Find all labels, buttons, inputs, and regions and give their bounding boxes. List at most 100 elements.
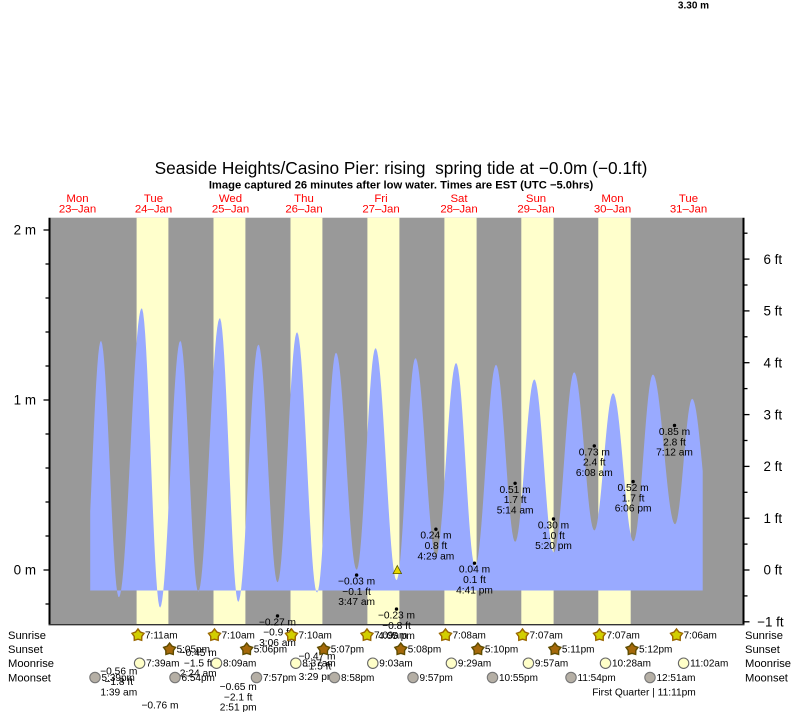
svg-text:7:57pm: 7:57pm: [263, 673, 296, 684]
svg-text:29–Jan: 29–Jan: [517, 203, 554, 215]
svg-text:−0.9 ft: −0.9 ft: [263, 628, 292, 639]
svg-text:3:29 pm: 3:29 pm: [299, 672, 336, 683]
svg-text:3.30 m: 3.30 m: [678, 1, 709, 12]
svg-text:7:09am: 7:09am: [374, 631, 407, 642]
svg-text:7:07am: 7:07am: [530, 631, 563, 642]
svg-text:5:12pm: 5:12pm: [639, 645, 672, 656]
svg-text:4:05 pm: 4:05 pm: [378, 631, 415, 642]
svg-text:2:24 am: 2:24 am: [180, 669, 217, 680]
svg-text:−0.23 m: −0.23 m: [378, 611, 415, 622]
svg-text:Wed: Wed: [219, 193, 242, 205]
svg-text:First Quarter | 11:11pm: First Quarter | 11:11pm: [592, 688, 696, 699]
svg-text:23–Jan: 23–Jan: [59, 203, 96, 215]
svg-text:10:55pm: 10:55pm: [499, 673, 538, 684]
svg-text:1 ft: 1 ft: [764, 511, 783, 526]
svg-text:4:29 am: 4:29 am: [417, 551, 454, 562]
svg-text:5:14 am: 5:14 am: [497, 505, 534, 516]
svg-text:6:06 pm: 6:06 pm: [615, 504, 652, 515]
svg-text:26–Jan: 26–Jan: [285, 203, 322, 215]
svg-text:−0.56 m: −0.56 m: [100, 667, 137, 678]
svg-text:Image captured 26 minutes afte: Image captured 26 minutes after low wate…: [209, 179, 594, 191]
svg-text:8:58pm: 8:58pm: [341, 673, 374, 684]
svg-text:0.8 ft: 0.8 ft: [425, 541, 448, 552]
svg-text:5:39pm: 5:39pm: [102, 673, 135, 684]
svg-text:8:09am: 8:09am: [223, 659, 256, 670]
svg-text:4 ft: 4 ft: [764, 355, 783, 370]
svg-text:Mon: Mon: [66, 193, 88, 205]
svg-text:30–Jan: 30–Jan: [594, 203, 631, 215]
svg-text:0.04 m: 0.04 m: [459, 565, 490, 576]
svg-text:31–Jan: 31–Jan: [670, 203, 707, 215]
svg-text:7:06am: 7:06am: [684, 631, 717, 642]
svg-text:7:08am: 7:08am: [453, 631, 486, 642]
svg-text:11:54pm: 11:54pm: [578, 673, 616, 684]
svg-text:Sunrise: Sunrise: [745, 630, 783, 642]
svg-text:2 ft: 2 ft: [764, 459, 783, 474]
svg-text:0.85 m: 0.85 m: [659, 427, 690, 438]
svg-text:2.4 ft: 2.4 ft: [583, 458, 606, 469]
svg-text:28–Jan: 28–Jan: [440, 203, 477, 215]
svg-text:Moonset: Moonset: [8, 672, 52, 684]
svg-text:2.8 ft: 2.8 ft: [663, 437, 686, 448]
svg-text:3 ft: 3 ft: [764, 407, 783, 422]
svg-text:2:51 pm: 2:51 pm: [220, 703, 257, 712]
svg-text:Tue: Tue: [144, 193, 163, 205]
svg-text:−0.27 m: −0.27 m: [259, 617, 296, 628]
svg-text:0 m: 0 m: [14, 563, 36, 578]
svg-text:3:47 am: 3:47 am: [338, 597, 375, 608]
svg-text:Mon: Mon: [601, 193, 623, 205]
svg-text:8:37am: 8:37am: [302, 659, 335, 670]
svg-text:12:51am: 12:51am: [657, 673, 696, 684]
svg-text:−0.03 m: −0.03 m: [338, 577, 375, 588]
svg-text:0.51 m: 0.51 m: [500, 485, 531, 496]
svg-text:0 ft: 0 ft: [764, 563, 783, 578]
svg-text:7:39am: 7:39am: [146, 659, 179, 670]
svg-text:5:05pm: 5:05pm: [177, 645, 210, 656]
svg-text:6:54pm: 6:54pm: [182, 673, 215, 684]
svg-text:1 m: 1 m: [14, 393, 36, 408]
svg-text:1.7 ft: 1.7 ft: [504, 495, 527, 506]
svg-text:Sunset: Sunset: [745, 644, 781, 656]
svg-text:6 ft: 6 ft: [764, 252, 783, 267]
svg-text:−1.8 ft: −1.8 ft: [104, 677, 133, 688]
svg-text:Moonrise: Moonrise: [745, 658, 791, 670]
svg-text:10:28am: 10:28am: [612, 659, 651, 670]
svg-text:−0.65 m: −0.65 m: [220, 682, 257, 693]
svg-text:Moonrise: Moonrise: [8, 658, 54, 670]
svg-text:Sunset: Sunset: [8, 644, 44, 656]
svg-text:27–Jan: 27–Jan: [362, 203, 399, 215]
svg-text:9:03am: 9:03am: [379, 659, 412, 670]
svg-text:Sat: Sat: [450, 193, 468, 205]
svg-text:−1.5 ft: −1.5 ft: [303, 662, 332, 673]
svg-text:5:06pm: 5:06pm: [254, 645, 287, 656]
svg-text:Thu: Thu: [294, 193, 314, 205]
svg-text:0.52 m: 0.52 m: [618, 483, 649, 494]
svg-text:Tue: Tue: [679, 193, 698, 205]
svg-text:9:57pm: 9:57pm: [420, 673, 453, 684]
svg-text:24–Jan: 24–Jan: [135, 203, 172, 215]
svg-text:−1.5 ft: −1.5 ft: [184, 658, 213, 669]
svg-text:Seaside Heights/Casino Pier: r: Seaside Heights/Casino Pier: rising spri…: [155, 158, 648, 178]
svg-text:5:11pm: 5:11pm: [562, 645, 595, 656]
svg-text:0.73 m: 0.73 m: [579, 447, 610, 458]
svg-text:−0.8 ft: −0.8 ft: [382, 621, 411, 632]
svg-text:5:08pm: 5:08pm: [408, 645, 441, 656]
svg-text:0.30 m: 0.30 m: [538, 521, 569, 532]
svg-text:7:11am: 7:11am: [145, 631, 178, 642]
svg-text:1.7 ft: 1.7 ft: [622, 493, 645, 504]
svg-text:7:12 am: 7:12 am: [656, 448, 693, 459]
svg-text:6:08 am: 6:08 am: [576, 468, 613, 479]
svg-text:2 m: 2 m: [14, 223, 36, 238]
svg-text:−0.45 m: −0.45 m: [180, 648, 217, 659]
svg-text:−2.1 ft: −2.1 ft: [224, 692, 253, 703]
svg-text:−1 ft: −1 ft: [757, 615, 784, 630]
svg-text:9:29am: 9:29am: [458, 659, 491, 670]
svg-text:0.1 ft: 0.1 ft: [463, 575, 486, 586]
svg-text:5:20 pm: 5:20 pm: [535, 541, 572, 552]
svg-text:5:10pm: 5:10pm: [485, 645, 518, 656]
svg-text:7:07am: 7:07am: [607, 631, 640, 642]
svg-text:Fri: Fri: [374, 193, 387, 205]
svg-text:1:39 am: 1:39 am: [100, 687, 137, 698]
svg-text:11:02am: 11:02am: [690, 659, 728, 670]
svg-text:−0.76 m: −0.76 m: [141, 701, 178, 712]
